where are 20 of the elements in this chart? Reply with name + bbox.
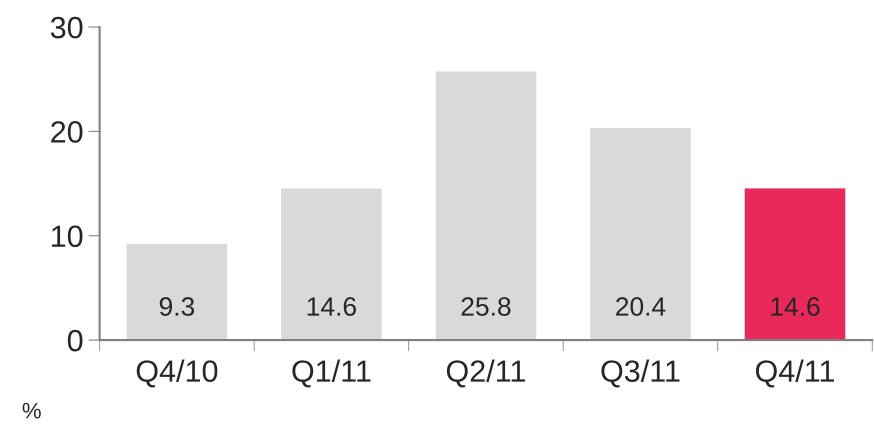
x-tick-label: Q4/11 [756, 360, 834, 388]
x-tick-label: Q2/11 [446, 360, 525, 388]
data-label: 14.6 [771, 297, 820, 316]
bar [743, 187, 847, 340]
bar [125, 242, 229, 340]
x-tick-label: Q3/11 [601, 360, 680, 388]
data-label: 20.4 [616, 297, 666, 316]
bar [434, 70, 538, 340]
bar [280, 187, 384, 340]
data-label: 14.6 [308, 297, 356, 316]
y-tick-label: 30 [50, 16, 82, 38]
x-tick-label: Q1/11 [292, 360, 370, 388]
bar [588, 126, 692, 340]
y-tick-label: 20 [51, 121, 82, 143]
x-tick-label: Q4/10 [136, 360, 218, 388]
data-label: 25.8 [462, 297, 510, 316]
y-tick-label: 0 [68, 330, 82, 352]
y-tick-label: 10 [52, 225, 82, 248]
data-label: 9.3 [160, 297, 194, 316]
text: % [22, 402, 41, 418]
